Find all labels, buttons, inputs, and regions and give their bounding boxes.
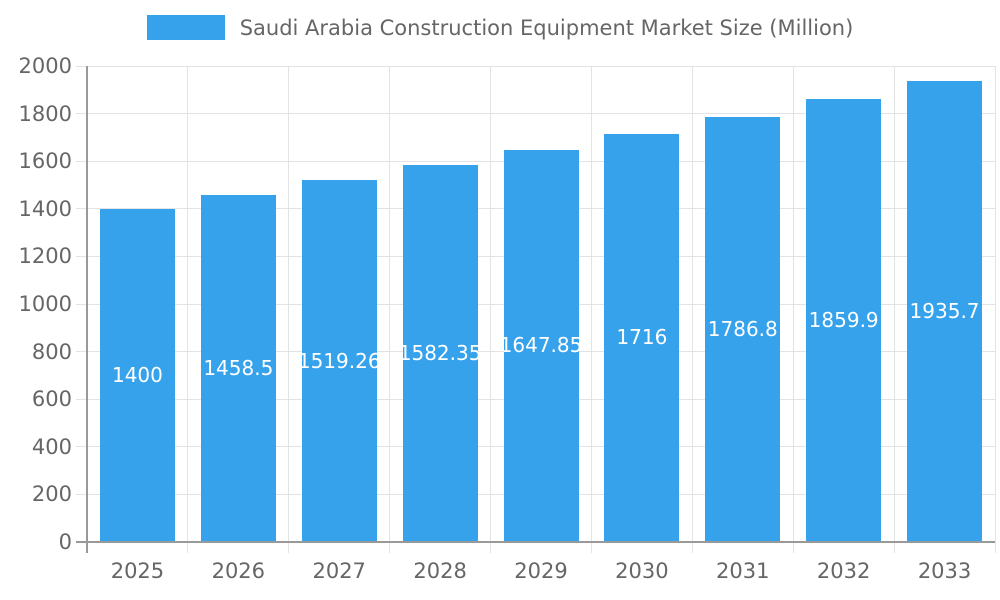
bar-2033[interactable]: 1935.7 bbox=[907, 81, 983, 541]
bar-value-label: 1647.85 bbox=[503, 333, 579, 358]
x-tick-label: 2025 bbox=[110, 559, 165, 583]
x-gridline bbox=[893, 66, 895, 553]
x-tick-label: 2033 bbox=[917, 559, 972, 583]
bar-value-label: 1458.5 bbox=[203, 355, 274, 380]
x-gridline bbox=[590, 66, 592, 553]
y-tick-label: 1000 bbox=[18, 292, 72, 316]
y-tick-label: 1800 bbox=[18, 101, 72, 126]
y-tick-label: 400 bbox=[31, 434, 72, 459]
bar-2030[interactable]: 1716 bbox=[604, 133, 680, 541]
bar-value-label: 1582.35 bbox=[402, 341, 478, 366]
bar-value-label: 1859.9 bbox=[808, 308, 879, 333]
y-tick-label: 200 bbox=[31, 482, 72, 507]
x-tick-label: 2028 bbox=[413, 559, 467, 583]
y-tick-label: 600 bbox=[31, 387, 72, 412]
bar-2025[interactable]: 1400 bbox=[99, 208, 175, 541]
bar-value-label: 1400 bbox=[111, 362, 163, 387]
y-tick-label: 2000 bbox=[18, 54, 72, 78]
x-gridline bbox=[691, 66, 693, 553]
x-tick-label: 2032 bbox=[816, 559, 871, 583]
x-gridline bbox=[389, 66, 391, 553]
y-tick-label: 800 bbox=[31, 339, 72, 364]
bar-value-label: 1935.7 bbox=[909, 299, 980, 324]
chart-title: Saudi Arabia Construction Equipment Mark… bbox=[239, 15, 854, 40]
y-tick-label: 1600 bbox=[18, 149, 72, 174]
bar-value-label: 1716 bbox=[616, 325, 668, 350]
y-tick-label: 1200 bbox=[18, 244, 72, 269]
x-gridline bbox=[792, 66, 794, 553]
x-tick-label: 2031 bbox=[716, 559, 770, 583]
legend-swatch bbox=[146, 15, 225, 40]
y-tick-label: 1400 bbox=[18, 196, 72, 221]
bar-2029[interactable]: 1647.85 bbox=[503, 149, 579, 541]
bar-2026[interactable]: 1458.5 bbox=[200, 194, 276, 541]
x-gridline bbox=[490, 66, 492, 553]
x-tick-label: 2029 bbox=[514, 559, 568, 583]
y-gridline bbox=[76, 113, 995, 115]
y-axis-line bbox=[86, 66, 88, 553]
x-gridline bbox=[187, 66, 189, 553]
bar-value-label: 1786.8 bbox=[707, 316, 778, 341]
bar-2032[interactable]: 1859.9 bbox=[806, 99, 882, 541]
bar-value-label: 1519.26 bbox=[301, 348, 377, 373]
bar-2031[interactable]: 1786.8 bbox=[705, 116, 781, 541]
x-tick-label: 2026 bbox=[211, 559, 266, 583]
x-gridline bbox=[288, 66, 290, 553]
x-tick-label: 2030 bbox=[615, 559, 669, 583]
x-tick-label: 2027 bbox=[312, 559, 366, 583]
chart-legend[interactable]: Saudi Arabia Construction Equipment Mark… bbox=[0, 15, 1000, 40]
bar-2027[interactable]: 1519.26 bbox=[301, 180, 377, 541]
x-gridline bbox=[994, 66, 996, 553]
y-gridline bbox=[76, 65, 995, 67]
x-axis-line bbox=[76, 541, 995, 543]
y-tick-label: 0 bbox=[58, 530, 72, 554]
bar-2028[interactable]: 1582.35 bbox=[402, 165, 478, 541]
